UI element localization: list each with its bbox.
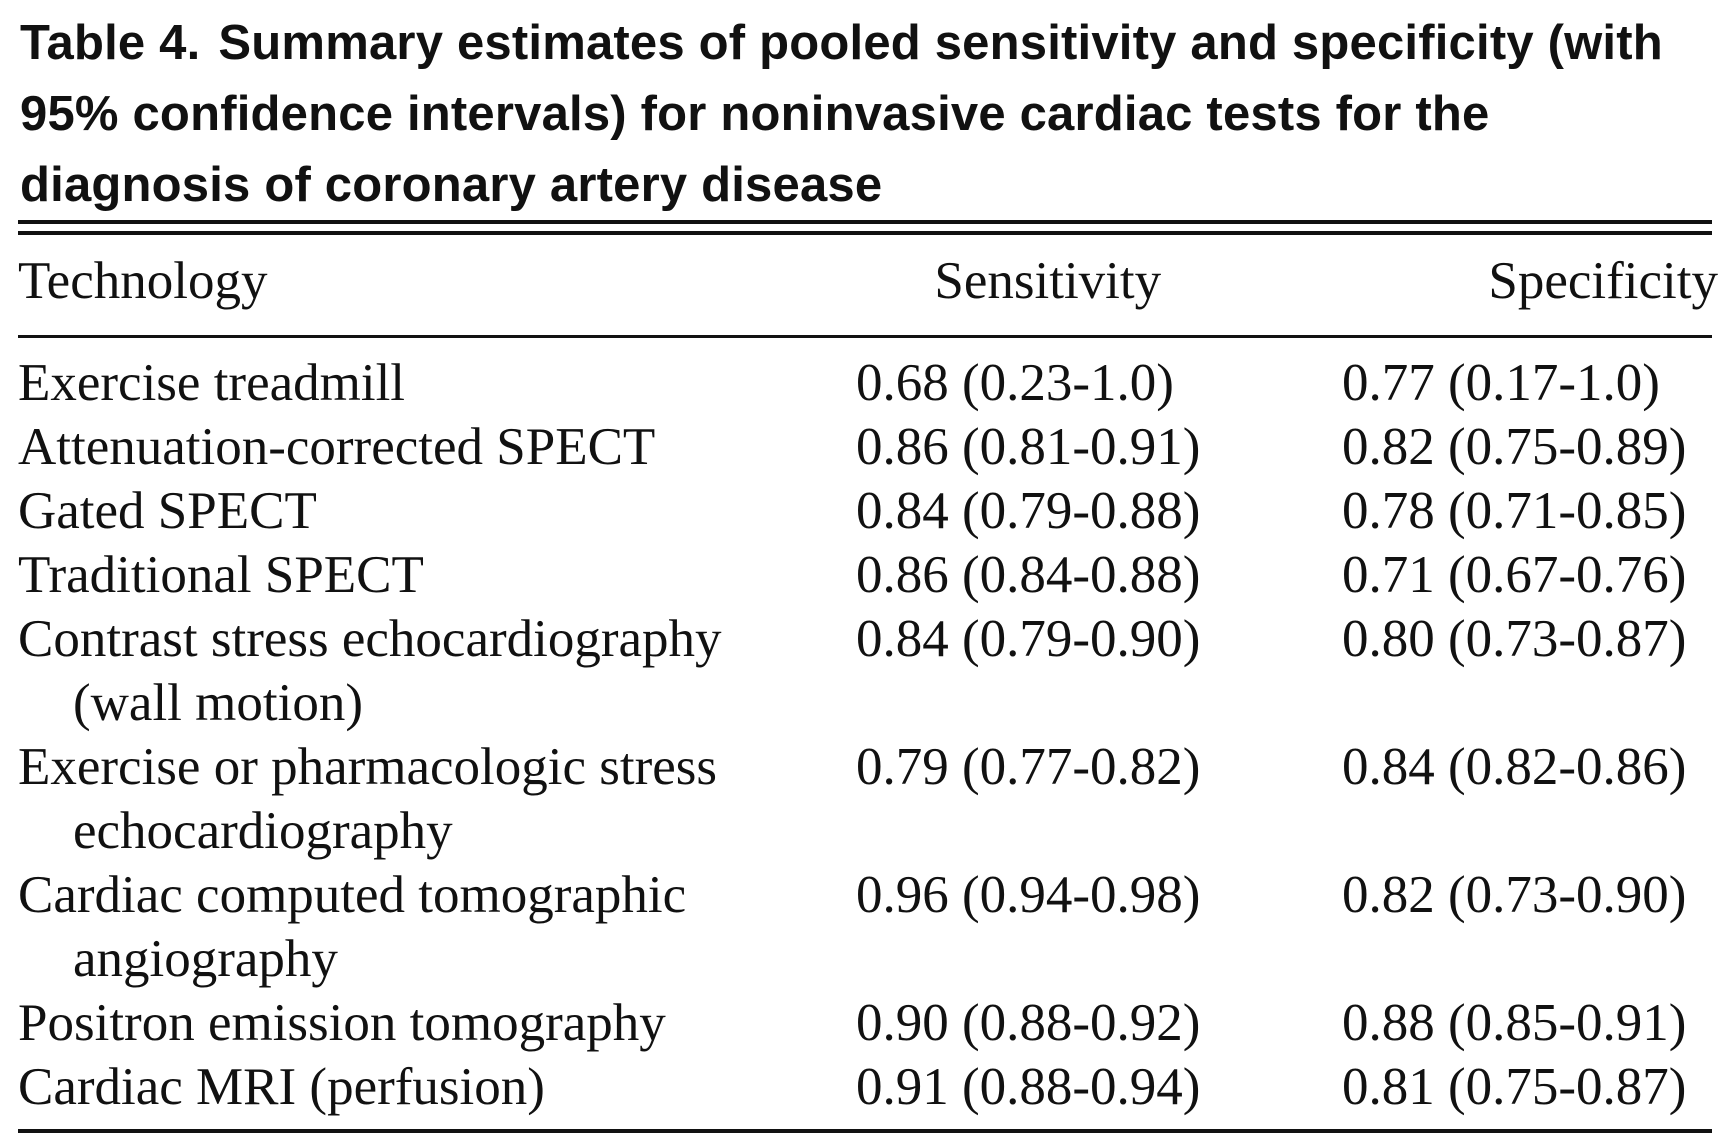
data-table: Exercise treadmill 0.68 (0.23-1.0) 0.77 (0…	[18, 351, 1718, 1119]
cell-specificity: 0.82 (0.75-0.89)	[1342, 418, 1687, 476]
technology-name: Traditional SPECT	[18, 546, 424, 604]
header-technology: Technology	[18, 252, 268, 310]
cell-sensitivity: 0.84 (0.79-0.90)	[856, 610, 1201, 668]
cell-technology: Contrast stress echocardiography (wall mo…	[18, 607, 856, 735]
bottom-rule	[18, 1129, 1712, 1133]
cell-technology: Positron emission tomography	[18, 991, 856, 1055]
cell-sensitivity: 0.68 (0.23-1.0)	[856, 354, 1174, 412]
header-rule	[18, 335, 1712, 338]
technology-name: Cardiac computed tomographic	[18, 866, 687, 924]
cell-sensitivity: 0.79 (0.77-0.82)	[856, 738, 1201, 796]
table-row: Positron emission tomography 0.90 (0.88-0…	[18, 991, 1718, 1055]
table-row: Attenuation-corrected SPECT 0.86 (0.81-0.…	[18, 415, 1718, 479]
cell-technology: Cardiac MRI (perfusion)	[18, 1055, 856, 1119]
technology-name-continued: (wall motion)	[73, 674, 363, 732]
table-header: Technology Sensitivity Specificity	[18, 248, 1718, 314]
cell-specificity: 0.82 (0.73-0.90)	[1342, 866, 1687, 924]
technology-name-continued: angiography	[73, 930, 338, 988]
table-row: Gated SPECT 0.84 (0.79-0.88) 0.78 (0.71-0.…	[18, 479, 1718, 543]
cell-specificity: 0.80 (0.73-0.87)	[1342, 610, 1687, 668]
table-title: Summary estimates of pooled sensitivity …	[20, 16, 1663, 212]
cell-technology: Exercise or pharmacologic stress echocard…	[18, 735, 856, 863]
table-number: Table 4.	[20, 16, 201, 70]
cell-sensitivity: 0.86 (0.81-0.91)	[856, 418, 1201, 476]
header-row: Technology Sensitivity Specificity	[18, 248, 1718, 314]
top-rule-lower	[18, 231, 1712, 235]
table-row: Traditional SPECT 0.86 (0.84-0.88) 0.71 (0…	[18, 543, 1718, 607]
cell-specificity: 0.71 (0.67-0.76)	[1342, 546, 1687, 604]
technology-name: Positron emission tomography	[18, 994, 666, 1052]
table-row: Contrast stress echocardiography (wall mo…	[18, 607, 1718, 735]
table-caption: Table 4. Summary estimates of pooled sens…	[20, 8, 1720, 221]
table-row: Cardiac MRI (perfusion) 0.91 (0.88-0.94) 0…	[18, 1055, 1718, 1119]
technology-name: Contrast stress echocardiography	[18, 610, 722, 668]
cell-sensitivity: 0.96 (0.94-0.98)	[856, 866, 1201, 924]
top-rule-upper	[18, 220, 1712, 224]
cell-sensitivity: 0.86 (0.84-0.88)	[856, 546, 1201, 604]
cell-specificity: 0.78 (0.71-0.85)	[1342, 482, 1687, 540]
technology-name: Exercise or pharmacologic stress	[18, 738, 718, 796]
cell-technology: Cardiac computed tomographic angiography	[18, 863, 856, 991]
header-specificity: Specificity	[1488, 252, 1718, 310]
technology-name: Cardiac MRI (perfusion)	[18, 1058, 545, 1116]
cell-technology: Exercise treadmill	[18, 351, 856, 415]
cell-technology: Traditional SPECT	[18, 543, 856, 607]
cell-technology: Gated SPECT	[18, 479, 856, 543]
table-row: Exercise or pharmacologic stress echocard…	[18, 735, 1718, 863]
header-sensitivity: Sensitivity	[934, 252, 1162, 310]
cell-specificity: 0.88 (0.85-0.91)	[1342, 994, 1687, 1052]
cell-technology: Attenuation-corrected SPECT	[18, 415, 856, 479]
cell-specificity: 0.77 (0.17-1.0)	[1342, 354, 1660, 412]
technology-name: Attenuation-corrected SPECT	[18, 418, 656, 476]
cell-sensitivity: 0.91 (0.88-0.94)	[856, 1058, 1201, 1116]
cell-specificity: 0.81 (0.75-0.87)	[1342, 1058, 1687, 1116]
table-row: Exercise treadmill 0.68 (0.23-1.0) 0.77 (0…	[18, 351, 1718, 415]
technology-name: Gated SPECT	[18, 482, 317, 540]
table-row: Cardiac computed tomographic angiography 0…	[18, 863, 1718, 991]
technology-name-continued: echocardiography	[73, 802, 453, 860]
cell-sensitivity: 0.84 (0.79-0.88)	[856, 482, 1201, 540]
technology-name: Exercise treadmill	[18, 354, 406, 412]
cell-specificity: 0.84 (0.82-0.86)	[1342, 738, 1687, 796]
cell-sensitivity: 0.90 (0.88-0.92)	[856, 994, 1201, 1052]
table-body: Exercise treadmill 0.68 (0.23-1.0) 0.77 (0…	[18, 351, 1718, 1119]
